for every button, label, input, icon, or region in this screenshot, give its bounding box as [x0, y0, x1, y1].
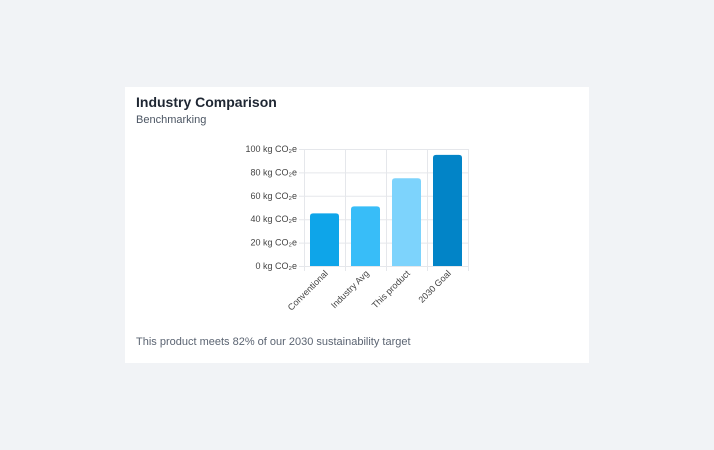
bar-this-product[interactable]: [392, 178, 421, 266]
card-title: Industry Comparison: [136, 94, 277, 110]
x-tick-label: Industry Avg: [329, 268, 371, 310]
y-tick-label: 0 kg CO₂e: [255, 261, 297, 271]
industry-comparison-card: Industry Comparison Benchmarking 0 kg CO…: [125, 87, 589, 363]
y-tick-label: 60 kg CO₂e: [250, 191, 297, 201]
bar-conventional[interactable]: [310, 213, 339, 266]
y-axis-ticks: 0 kg CO₂e 20 kg CO₂e 40 kg CO₂e 60 kg CO₂e 8…: [245, 144, 297, 271]
chart-bars: [310, 154, 462, 266]
card-subtitle: Benchmarking: [136, 114, 207, 126]
card-footnote: This product meets 82% of our 2030 susta…: [136, 336, 411, 348]
y-tick-label: 40 kg CO₂e: [250, 214, 297, 224]
bar-industry-avg[interactable]: [351, 206, 380, 266]
x-tick-label: 2030 Goal: [416, 268, 452, 304]
bar-2030-goal[interactable]: [433, 154, 462, 266]
y-tick-label: 20 kg CO₂e: [250, 238, 297, 248]
y-tick-label: 100 kg CO₂e: [245, 144, 297, 154]
x-tick-label: This product: [370, 268, 412, 310]
x-tick-label: Conventional: [286, 268, 330, 312]
y-tick-label: 80 kg CO₂e: [250, 167, 297, 177]
bar-chart: 0 kg CO₂e 20 kg CO₂e 40 kg CO₂e 60 kg CO₂e 8…: [245, 144, 469, 313]
